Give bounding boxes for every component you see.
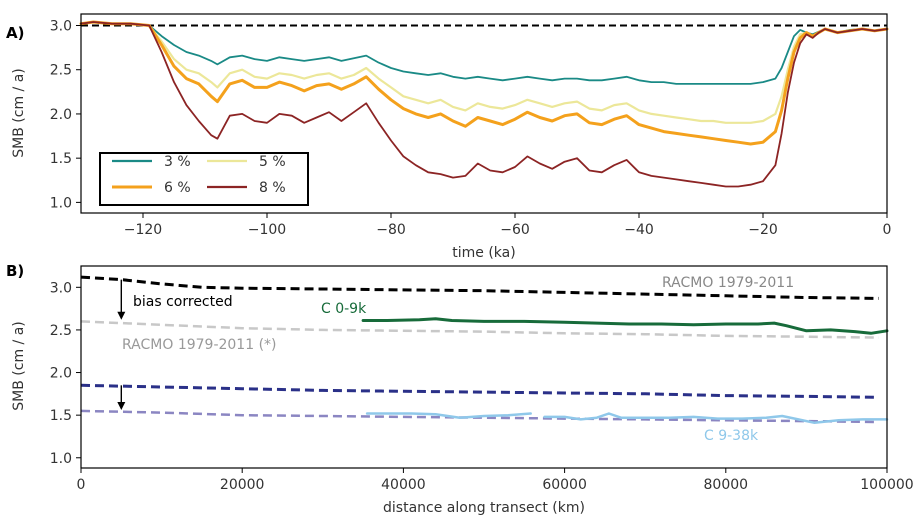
x-tick-label: −120 — [124, 222, 162, 238]
y-tick-label: 2.5 — [50, 63, 72, 79]
legend-label: 6 % — [164, 180, 191, 196]
series-line-0 — [80, 21, 888, 85]
panel-a-xlabel: time (ka) — [452, 245, 515, 261]
x-tick-label: −100 — [248, 222, 286, 238]
x-tick-label: 0 — [77, 477, 86, 493]
panel-b-label: B) — [6, 262, 24, 280]
series-line-4 — [80, 409, 879, 424]
series-line-3 — [80, 21, 888, 188]
panel-b-arrows — [117, 279, 126, 411]
panel-a-plot-area — [79, 20, 889, 188]
y-tick-label: 3.0 — [50, 18, 72, 34]
y-tick-label: 1.5 — [50, 151, 72, 167]
series-line-5 — [365, 412, 889, 425]
series-line-1 — [79, 20, 889, 124]
x-tick-label: 20000 — [220, 477, 265, 493]
series-line-1 — [80, 320, 879, 339]
x-tick-label: −20 — [748, 222, 778, 238]
x-tick-label: 0 — [883, 222, 892, 238]
x-tick-label: −40 — [624, 222, 654, 238]
panel-b-ylabel: SMB (cm / a) — [11, 321, 27, 410]
panel-b-xlabel: distance along transect (km) — [383, 500, 585, 516]
legend-label: 3 % — [164, 154, 191, 170]
legend-items: 3 % 6 % 5 % 8 % — [112, 154, 286, 196]
panel-a-ylabel: SMB (cm / a) — [11, 68, 27, 157]
annotation-racmo: RACMO 1979-2011 — [662, 275, 794, 291]
legend-box — [99, 152, 309, 206]
x-tick-label: 40000 — [381, 477, 426, 493]
annotation-c-9-38k: C 9-38k — [704, 428, 759, 444]
y-tick-label: 1.0 — [50, 451, 72, 467]
y-tick-label: 3.0 — [50, 280, 72, 296]
arrow-head — [117, 402, 126, 411]
series-line-2 — [79, 20, 889, 146]
panel-b: B) 0 20000 40000 60000 80000 100000 1.0 1.5 2.0… — [6, 262, 914, 516]
y-tick-label: 2.5 — [50, 323, 72, 339]
annotation-racmo-star: RACMO 1979-2011 (*) — [122, 337, 277, 353]
x-tick-label: −80 — [376, 222, 406, 238]
legend-label: 5 % — [259, 154, 286, 170]
panel-a-label: A) — [6, 24, 24, 42]
series-line-3 — [80, 383, 879, 399]
y-tick-label: 1.0 — [50, 195, 72, 211]
x-tick-label: −60 — [500, 222, 530, 238]
panel-b-x-ticks: 0 20000 40000 60000 80000 100000 — [77, 468, 914, 493]
y-tick-label: 1.5 — [50, 408, 72, 424]
panel-b-annotations: RACMO 1979-2011 bias corrected C 0-9k RA… — [122, 275, 794, 444]
y-tick-label: 2.0 — [50, 107, 72, 123]
panel-a-x-ticks: −120 −100 −80 −60 −40 −20 0 — [124, 213, 892, 238]
panel-a-y-ticks: 1.0 1.5 2.0 2.5 3.0 — [50, 18, 81, 211]
panel-b-y-ticks: 1.0 1.5 2.0 2.5 3.0 — [50, 280, 81, 467]
x-tick-label: 100000 — [860, 477, 913, 493]
panel-b-plot-area — [80, 275, 889, 425]
y-tick-label: 2.0 — [50, 366, 72, 382]
panel-a-legend: 3 % 6 % 5 % 8 % — [99, 152, 309, 206]
annotation-bias-corrected: bias corrected — [133, 294, 233, 310]
x-tick-label: 60000 — [542, 477, 587, 493]
series-line-2 — [361, 317, 889, 335]
arrow-head — [117, 311, 126, 320]
panel-b-frame — [80, 265, 888, 469]
x-tick-label: 80000 — [704, 477, 749, 493]
legend-label: 8 % — [259, 180, 286, 196]
annotation-c-0-9k: C 0-9k — [321, 301, 367, 317]
panel-a: A) −120 −100 −80 −60 −40 −20 0 1.0 1.5 2.0 2.5 3.0… — [6, 13, 892, 261]
series-line-0 — [80, 275, 879, 300]
